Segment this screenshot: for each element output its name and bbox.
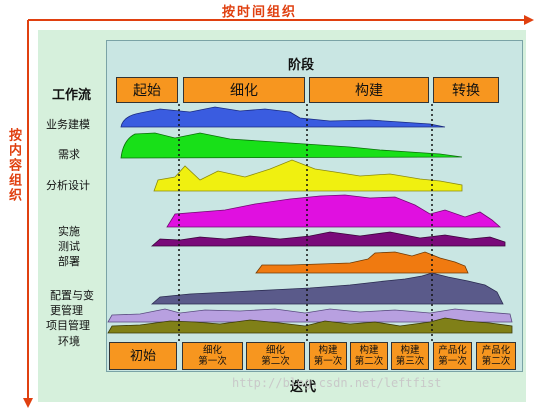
phase-elaboration: 细化: [183, 77, 305, 103]
implementation-hump: [166, 194, 502, 228]
deployment-hump: [255, 251, 469, 274]
top-axis-arrow-icon: [524, 15, 534, 25]
watermark: http://blog.csdn.net/leftfist: [232, 376, 442, 390]
workflow-requirements: 需求: [58, 148, 80, 161]
iteration-transition-2: 产品化 第二次: [476, 342, 516, 370]
environment-hump: [107, 317, 513, 334]
workflow-business-modeling: 业务建模: [46, 118, 90, 131]
test-hump: [150, 231, 506, 247]
left-axis-label: 按内容组织: [6, 128, 21, 203]
iteration-footer: 迭代: [290, 380, 317, 395]
iteration-transition-1: 产品化 第一次: [433, 342, 472, 370]
workflow-config-change-mgmt: 配置与变 更管理: [50, 289, 94, 317]
iteration-elaboration-2: 细化 第二次: [246, 342, 305, 370]
requirements-hump: [120, 132, 463, 159]
workflow-implementation-test-deploy: 实施 测试 部署: [58, 225, 80, 268]
iteration-elaboration-1: 细化 第一次: [182, 342, 243, 370]
workflow-header: 工作流: [52, 88, 92, 103]
workflow-project-mgmt: 项目管理: [46, 319, 90, 332]
analysis-design-hump: [153, 159, 463, 192]
phase-transition: 转换: [433, 77, 499, 103]
iteration-construction-3: 构建 第三次: [391, 342, 429, 370]
business-modeling-hump: [120, 106, 446, 128]
project-mgmt-hump: [107, 308, 513, 323]
phase-construction: 构建: [309, 77, 429, 103]
config-mgmt-hump: [150, 272, 504, 305]
workflow-environment: 环境: [58, 335, 80, 348]
iteration-construction-2: 构建 第二次: [350, 342, 388, 370]
phase-inception: 起始: [116, 77, 178, 103]
phase-header: 阶段: [288, 58, 315, 73]
left-axis-arrow-icon: [23, 398, 33, 408]
iteration-construction-1: 构建 第一次: [309, 342, 347, 370]
iteration-initial: 初始: [109, 342, 177, 370]
top-axis-label: 按时间组织: [222, 5, 298, 20]
workflow-analysis-design: 分析设计: [46, 179, 90, 192]
